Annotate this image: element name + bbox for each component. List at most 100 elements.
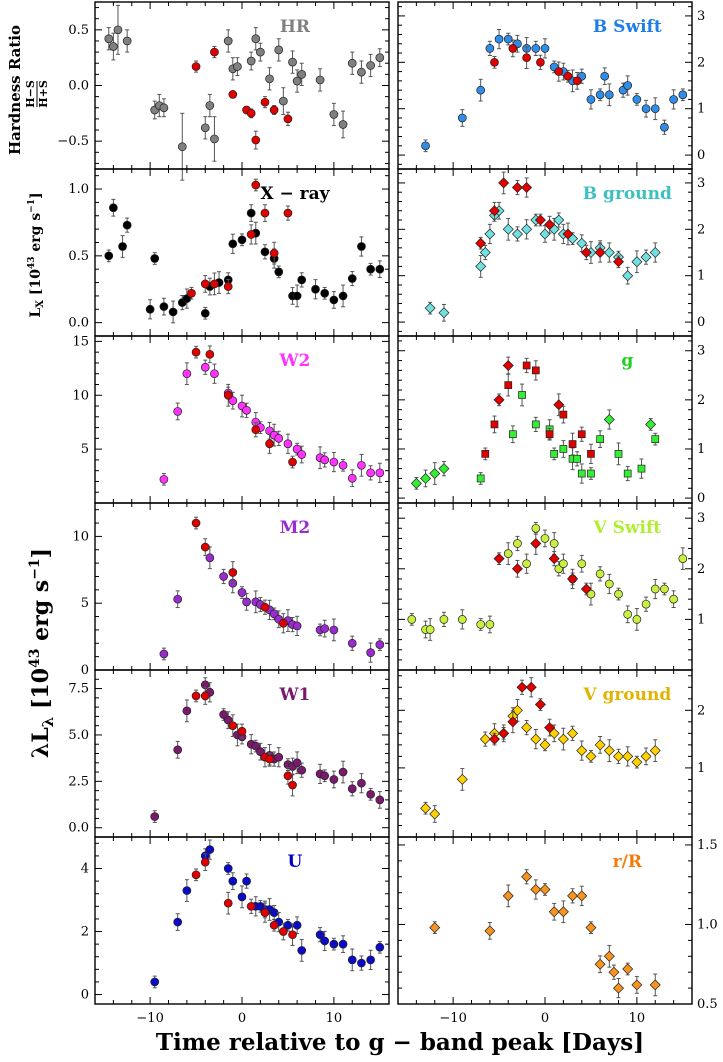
data-point bbox=[503, 34, 513, 44]
data-point bbox=[502, 223, 514, 235]
data-point bbox=[311, 284, 320, 294]
y-tick-label: 3 bbox=[697, 511, 705, 526]
data-point bbox=[288, 57, 297, 67]
y-tick-label: 15 bbox=[72, 334, 89, 349]
data-point bbox=[678, 90, 688, 100]
data-point bbox=[604, 90, 614, 100]
data-point bbox=[511, 704, 523, 716]
data-point bbox=[200, 362, 210, 372]
data-point bbox=[246, 108, 256, 118]
data-point bbox=[338, 291, 348, 301]
panel-label: HR bbox=[280, 17, 311, 37]
data-point bbox=[210, 369, 219, 379]
data-point bbox=[122, 220, 132, 230]
data-point bbox=[347, 274, 357, 283]
data-point bbox=[228, 876, 238, 886]
data-point bbox=[297, 765, 307, 775]
panel-frame bbox=[397, 836, 693, 1005]
data-point bbox=[502, 890, 514, 902]
data-point bbox=[518, 391, 526, 399]
y-tick-label: 3 bbox=[697, 344, 705, 359]
data-point bbox=[641, 104, 651, 114]
data-point bbox=[476, 620, 486, 629]
panel-right-5: −10 0 10 0.5 1.0 1.5 r/R bbox=[397, 836, 718, 1026]
x-tick-label: −10 bbox=[136, 1011, 163, 1026]
data-point bbox=[251, 180, 261, 190]
data-point bbox=[614, 589, 623, 599]
data-point bbox=[603, 745, 615, 757]
data-point bbox=[484, 228, 496, 240]
data-point bbox=[521, 223, 533, 235]
data-point bbox=[530, 733, 542, 745]
data-point bbox=[567, 890, 579, 902]
panel-label: B Swift bbox=[593, 17, 662, 37]
data-point bbox=[200, 691, 210, 701]
data-point bbox=[338, 120, 348, 129]
data-point bbox=[559, 445, 568, 453]
data-point bbox=[531, 420, 540, 429]
data-point bbox=[242, 597, 251, 607]
data-point bbox=[320, 936, 330, 946]
data-point bbox=[260, 208, 270, 218]
panel-label: V Swift bbox=[592, 518, 661, 538]
data-point bbox=[544, 219, 556, 231]
data-point bbox=[191, 347, 201, 357]
y-tick-label: 1.0 bbox=[697, 917, 718, 932]
data-point bbox=[191, 870, 201, 880]
data-point bbox=[568, 440, 577, 448]
data-point bbox=[274, 267, 284, 277]
data-point bbox=[237, 726, 247, 736]
data-point bbox=[545, 430, 554, 439]
data-point bbox=[438, 463, 450, 475]
data-point bbox=[493, 394, 505, 406]
series-swift bbox=[159, 359, 385, 488]
data-point bbox=[357, 242, 366, 251]
data-point bbox=[614, 450, 623, 458]
data-point bbox=[177, 142, 187, 152]
data-point bbox=[559, 410, 568, 419]
data-point bbox=[246, 208, 256, 218]
series-swift bbox=[104, 198, 385, 324]
data-point bbox=[242, 405, 251, 415]
data-point bbox=[173, 917, 183, 927]
data-point bbox=[540, 534, 550, 543]
data-point bbox=[508, 44, 518, 53]
data-point bbox=[265, 754, 274, 764]
data-point bbox=[200, 857, 210, 867]
data-point bbox=[223, 36, 233, 46]
panel-label: g bbox=[621, 351, 633, 371]
panel-left-3: 0 5 10 M2 bbox=[72, 502, 390, 678]
data-point bbox=[557, 733, 569, 745]
y-tick-label: 5 bbox=[81, 442, 89, 457]
data-point bbox=[297, 450, 307, 459]
data-point bbox=[531, 523, 541, 533]
x-tick-label: 0 bbox=[238, 1011, 246, 1026]
y-tick-label: 7.5 bbox=[68, 682, 89, 697]
data-point bbox=[580, 583, 592, 595]
data-point bbox=[191, 518, 201, 528]
data-point bbox=[205, 349, 215, 359]
data-point bbox=[457, 113, 467, 123]
data-point bbox=[522, 361, 531, 370]
data-point bbox=[531, 366, 540, 375]
data-point bbox=[122, 36, 132, 46]
series-xmm bbox=[191, 46, 293, 150]
data-point bbox=[251, 741, 261, 751]
data-point bbox=[200, 123, 210, 133]
data-point bbox=[640, 251, 652, 263]
data-point bbox=[623, 609, 633, 619]
data-point bbox=[278, 96, 288, 106]
data-point bbox=[233, 62, 242, 71]
y-tick-label: 2 bbox=[697, 562, 705, 577]
y-tick-label: 1.0 bbox=[68, 182, 89, 197]
x-tick-label: 10 bbox=[629, 1011, 646, 1026]
panel-label: M2 bbox=[280, 518, 311, 538]
data-point bbox=[420, 802, 432, 814]
data-point bbox=[504, 381, 513, 389]
data-point bbox=[531, 44, 541, 53]
data-point bbox=[438, 307, 450, 319]
data-point bbox=[490, 57, 499, 67]
data-point bbox=[223, 898, 233, 908]
data-point bbox=[641, 599, 651, 609]
